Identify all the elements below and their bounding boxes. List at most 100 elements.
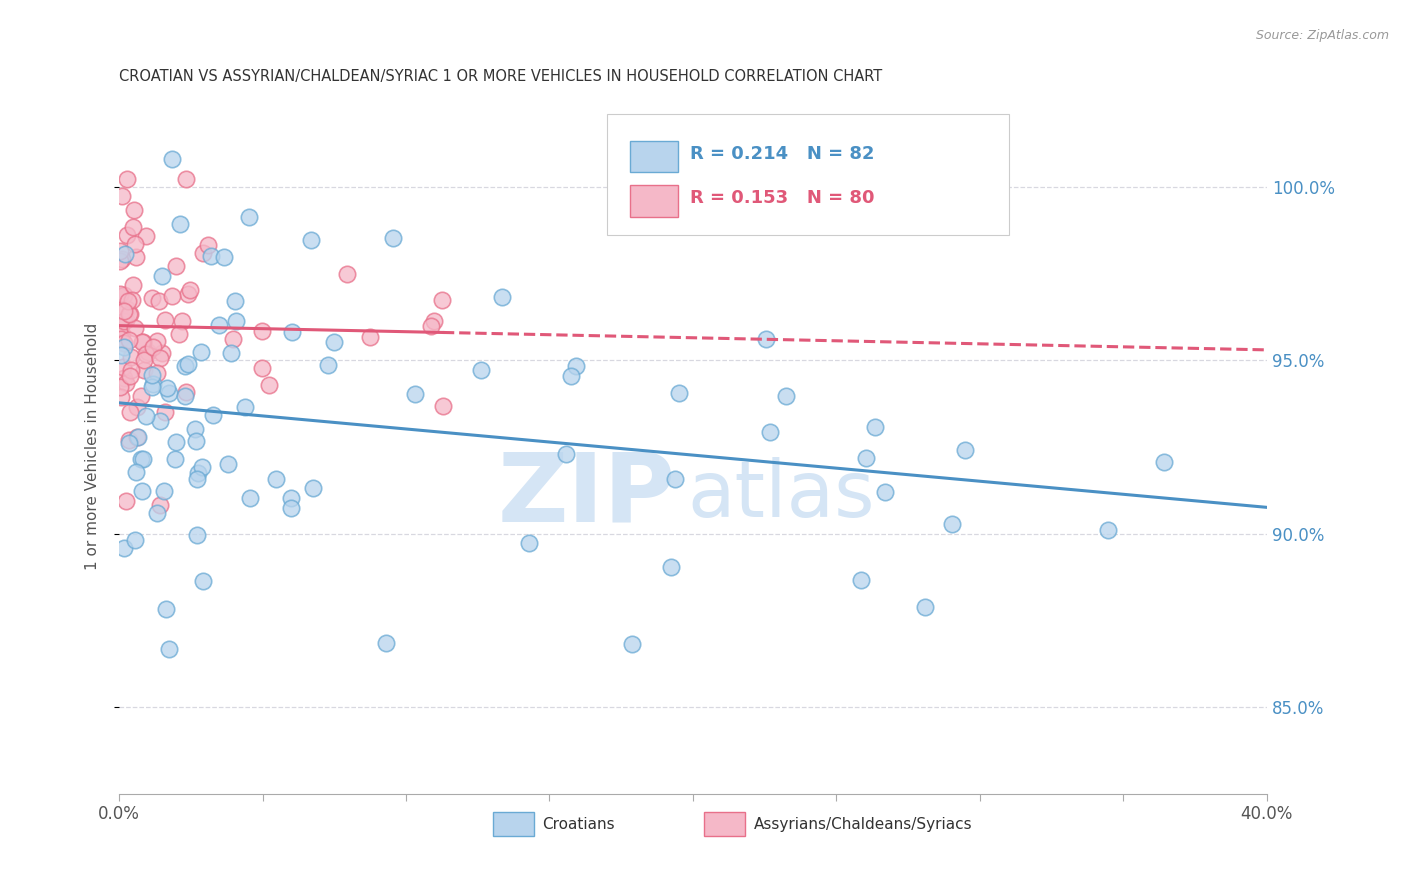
Point — [190, 459, 212, 474]
Point — [191, 574, 214, 589]
Point — [131, 451, 153, 466]
Point — [225, 314, 247, 328]
Point — [115, 227, 138, 242]
Point — [108, 379, 131, 393]
Point — [193, 246, 215, 260]
Point — [186, 472, 208, 486]
Point — [156, 381, 179, 395]
Point — [565, 359, 588, 373]
Point — [301, 482, 323, 496]
Point — [112, 304, 135, 318]
Point — [153, 484, 176, 499]
Text: Croatians: Croatians — [543, 816, 616, 831]
Point — [264, 472, 287, 486]
Point — [323, 334, 346, 349]
Point — [186, 527, 208, 541]
Point — [124, 237, 146, 252]
Point — [359, 330, 381, 344]
Point — [755, 332, 778, 346]
Point — [169, 218, 191, 232]
Point — [131, 389, 153, 403]
Point — [124, 533, 146, 548]
Point — [432, 400, 454, 414]
Point — [491, 290, 513, 304]
Point — [224, 294, 246, 309]
Point — [108, 287, 131, 301]
Point — [121, 293, 143, 308]
Point — [155, 602, 177, 616]
Point — [112, 303, 135, 318]
Point — [110, 390, 132, 404]
Point — [148, 294, 170, 309]
Point — [153, 405, 176, 419]
Point — [174, 385, 197, 400]
Point — [112, 336, 135, 351]
FancyBboxPatch shape — [630, 186, 678, 217]
Point — [124, 321, 146, 335]
Point — [155, 313, 177, 327]
Point — [217, 458, 239, 472]
Point — [142, 340, 165, 354]
Point — [222, 332, 245, 346]
Point — [187, 467, 209, 481]
Point — [299, 233, 322, 247]
Text: R = 0.153   N = 80: R = 0.153 N = 80 — [689, 189, 875, 208]
Point — [177, 357, 200, 371]
Point — [758, 425, 780, 439]
Point — [212, 250, 235, 264]
Point — [132, 451, 155, 466]
FancyBboxPatch shape — [607, 114, 1008, 235]
Point — [148, 498, 170, 512]
Point — [135, 409, 157, 423]
Point — [110, 348, 132, 362]
Point — [160, 288, 183, 302]
FancyBboxPatch shape — [630, 141, 678, 172]
Point — [374, 636, 396, 650]
Point — [316, 358, 339, 372]
Point — [134, 353, 156, 368]
Point — [111, 327, 134, 342]
Point — [141, 368, 163, 383]
Point — [114, 287, 136, 301]
Point — [146, 366, 169, 380]
Point — [149, 351, 172, 366]
Point — [200, 250, 222, 264]
Point — [221, 345, 243, 359]
Point — [149, 414, 172, 428]
Text: ZIP: ZIP — [498, 449, 676, 541]
Point — [122, 203, 145, 218]
Point — [1097, 523, 1119, 537]
Point — [423, 314, 446, 328]
Point — [875, 484, 897, 499]
Text: Source: ZipAtlas.com: Source: ZipAtlas.com — [1256, 29, 1389, 43]
Point — [775, 389, 797, 403]
Point — [134, 347, 156, 361]
Point — [239, 491, 262, 505]
Point — [121, 219, 143, 234]
Point — [115, 312, 138, 326]
Point — [849, 573, 872, 587]
Point — [114, 494, 136, 508]
Point — [135, 228, 157, 243]
Point — [165, 435, 187, 450]
Point — [659, 559, 682, 574]
Point — [136, 345, 159, 359]
Point — [863, 419, 886, 434]
Point — [134, 362, 156, 376]
Point — [184, 434, 207, 449]
Point — [146, 334, 169, 348]
Point — [207, 318, 229, 333]
Point — [190, 345, 212, 359]
Point — [141, 291, 163, 305]
Point — [941, 517, 963, 532]
Point — [120, 404, 142, 418]
Point — [174, 172, 197, 186]
Point — [111, 252, 134, 267]
Point — [404, 386, 426, 401]
Point — [432, 293, 454, 307]
Point — [177, 287, 200, 301]
Point — [127, 430, 149, 444]
Point — [179, 283, 201, 297]
Point — [131, 483, 153, 498]
Point — [157, 386, 180, 401]
